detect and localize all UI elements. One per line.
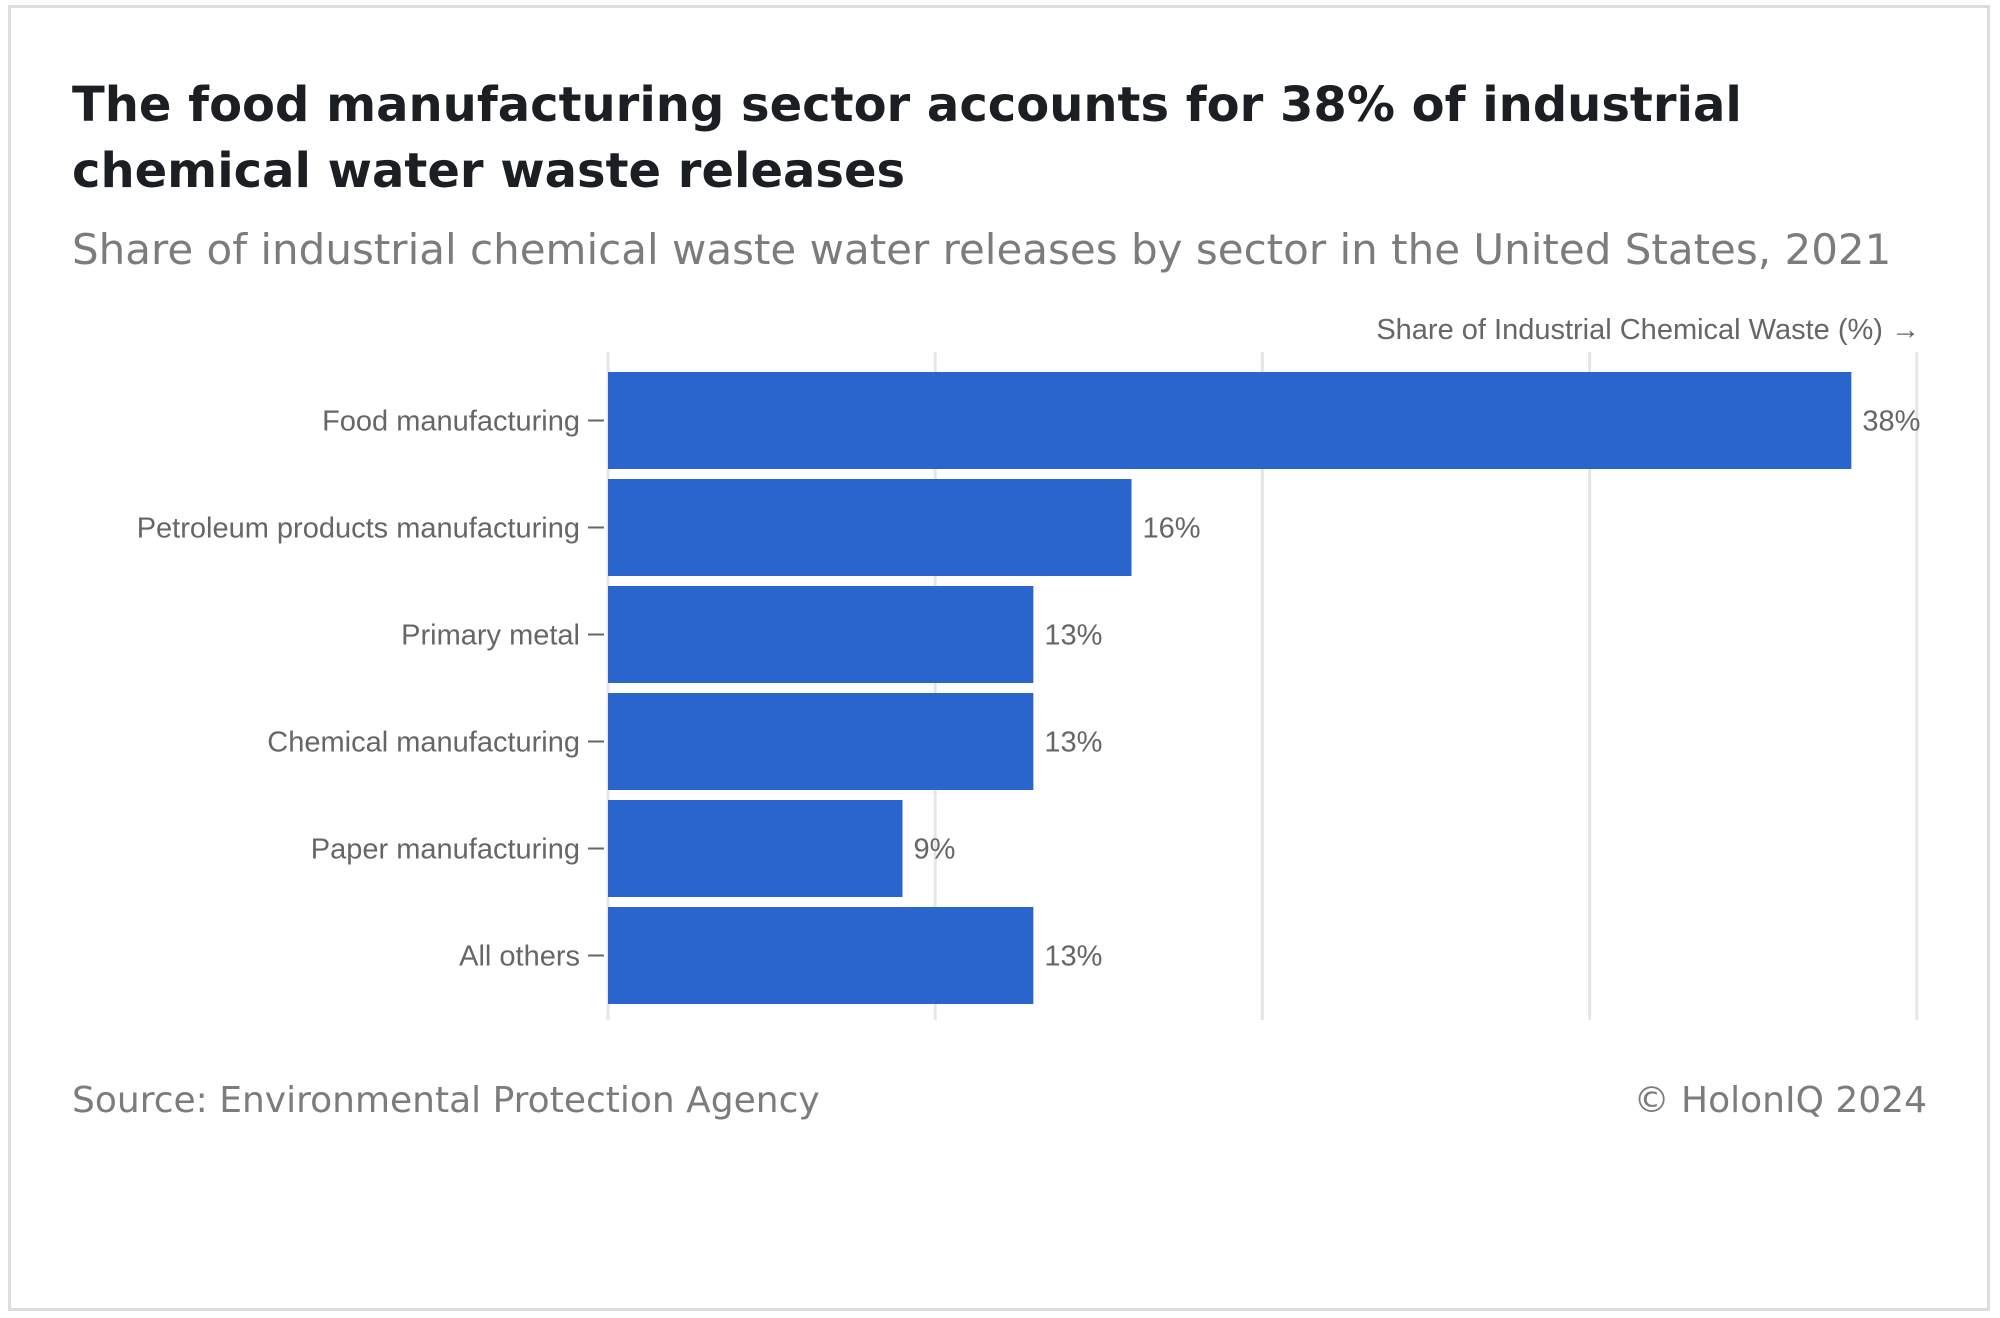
bars [608,372,1852,1004]
bar-0 [608,372,1852,469]
copyright-note: © HolonIQ 2024 [1633,1080,1927,1121]
labels: Food manufacturing 38% Petroleum products … [137,406,1921,973]
data-label: 13% [1044,941,1102,973]
source-note: Source: Environmental Protection Agency [72,1080,820,1121]
data-label: 13% [1044,727,1102,759]
bar-2 [608,586,1034,683]
bar-chart: Food manufacturing 38% Petroleum products … [137,314,1921,1020]
category-label: Food manufacturing [322,406,580,438]
category-label: Chemical manufacturing [267,727,580,759]
category-label: All others [459,941,580,973]
category-label: Petroleum products manufacturing [137,513,580,545]
data-label: 9% [913,834,955,866]
category-label: Paper manufacturing [311,834,580,866]
chart-subtitle: Share of industrial chemical waste water… [72,225,1892,274]
x-axis-label: Share of Industrial Chemical Waste (%) → [1376,314,1920,346]
chart-title: The food manufacturing sector accounts f… [72,77,1742,199]
bar-4 [608,800,903,897]
data-label: 16% [1143,513,1201,545]
data-label: 38% [1862,406,1920,438]
bar-1 [608,479,1132,576]
data-label: 13% [1044,620,1102,652]
bar-5 [608,907,1034,1004]
bar-3 [608,693,1034,790]
category-label: Primary metal [401,620,580,652]
